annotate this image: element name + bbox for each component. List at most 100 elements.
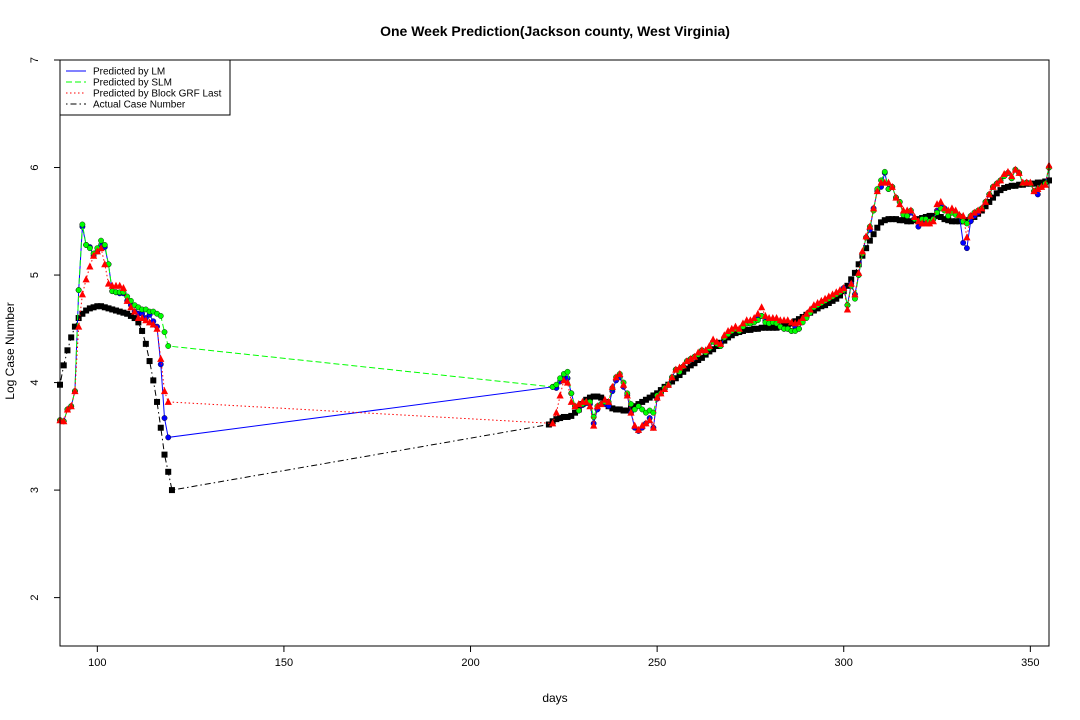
data-point (71, 323, 78, 330)
data-point (83, 242, 90, 248)
data-point (168, 487, 175, 494)
y-tick-label: 6 (29, 164, 41, 170)
data-point (828, 290, 837, 298)
series-layer (56, 161, 1053, 494)
data-point (86, 305, 93, 312)
data-point (564, 368, 571, 375)
data-point (997, 187, 1004, 194)
data-point (747, 326, 754, 333)
data-point (863, 245, 870, 252)
data-point (560, 413, 567, 420)
y-tick-label: 2 (29, 595, 41, 601)
data-point (739, 319, 747, 327)
data-point (590, 393, 597, 400)
data-point (60, 417, 68, 425)
data-point (664, 380, 672, 388)
data-point (553, 381, 560, 388)
data-point (157, 354, 165, 362)
data-point (750, 314, 758, 322)
data-point (165, 468, 172, 475)
data-point (937, 197, 945, 205)
x-tick-label: 200 (461, 657, 479, 669)
data-point (161, 451, 168, 458)
data-point (138, 314, 146, 322)
data-point (157, 424, 164, 431)
data-point (104, 279, 113, 287)
data-point (945, 217, 952, 224)
data-point (1008, 182, 1015, 189)
data-point (657, 389, 665, 397)
data-point (145, 318, 154, 326)
data-point (766, 324, 773, 331)
data-point (119, 283, 128, 291)
data-point (79, 221, 86, 228)
data-point (124, 310, 131, 317)
data-point (545, 421, 552, 428)
data-point (568, 412, 575, 419)
data-point (713, 337, 721, 345)
data-point (721, 337, 728, 344)
data-point (571, 402, 579, 410)
data-point (694, 348, 702, 356)
data-point (153, 324, 161, 332)
data-point (639, 406, 646, 413)
data-point (628, 405, 635, 412)
legend-label: Predicted by LM (93, 67, 165, 78)
data-point (616, 406, 623, 413)
data-point (668, 373, 676, 381)
data-point (732, 330, 739, 337)
data-point (851, 290, 859, 298)
data-point (952, 218, 959, 225)
data-point (135, 319, 142, 326)
data-point (896, 200, 904, 208)
data-point (1037, 182, 1046, 190)
data-point (94, 303, 101, 310)
data-point (631, 403, 638, 410)
data-point (993, 179, 1001, 187)
data-point (1011, 165, 1020, 173)
data-point (572, 409, 579, 416)
series-line-predicted-by-lm (59, 167, 1050, 438)
data-point (904, 218, 911, 225)
data-point (941, 216, 948, 223)
data-point (933, 200, 941, 208)
data-point (89, 251, 98, 259)
data-point (940, 204, 949, 212)
data-point (1026, 178, 1034, 186)
data-point (586, 394, 593, 401)
legend-label: Predicted by Block GRF Last (93, 89, 222, 100)
legend-label: Predicted by SLM (93, 78, 172, 89)
data-point (985, 190, 993, 198)
data-point (639, 398, 646, 405)
data-point (616, 369, 624, 377)
data-point (631, 421, 639, 429)
data-point (881, 217, 888, 224)
data-point (784, 321, 791, 328)
data-point (631, 406, 638, 413)
data-point (832, 288, 840, 296)
y-tick-label: 4 (29, 380, 41, 386)
data-point (79, 310, 86, 317)
data-point (672, 365, 680, 373)
data-point (806, 305, 814, 313)
data-point (814, 305, 821, 312)
series-predicted-by-slm (57, 164, 1052, 425)
data-point (683, 357, 691, 365)
data-point (930, 212, 937, 219)
data-point (837, 292, 844, 299)
data-point (874, 224, 881, 231)
data-point (1012, 182, 1019, 189)
data-point (866, 237, 873, 244)
data-point (758, 303, 766, 311)
data-point (743, 326, 750, 333)
data-point (731, 322, 740, 330)
data-point (810, 301, 818, 309)
data-point (840, 283, 848, 291)
data-point (672, 375, 679, 382)
data-point (82, 275, 90, 283)
data-point (582, 397, 590, 405)
data-point (817, 296, 825, 304)
data-point (888, 182, 896, 190)
y-axis-label: Log Case Number (3, 302, 17, 399)
data-point (635, 403, 642, 410)
